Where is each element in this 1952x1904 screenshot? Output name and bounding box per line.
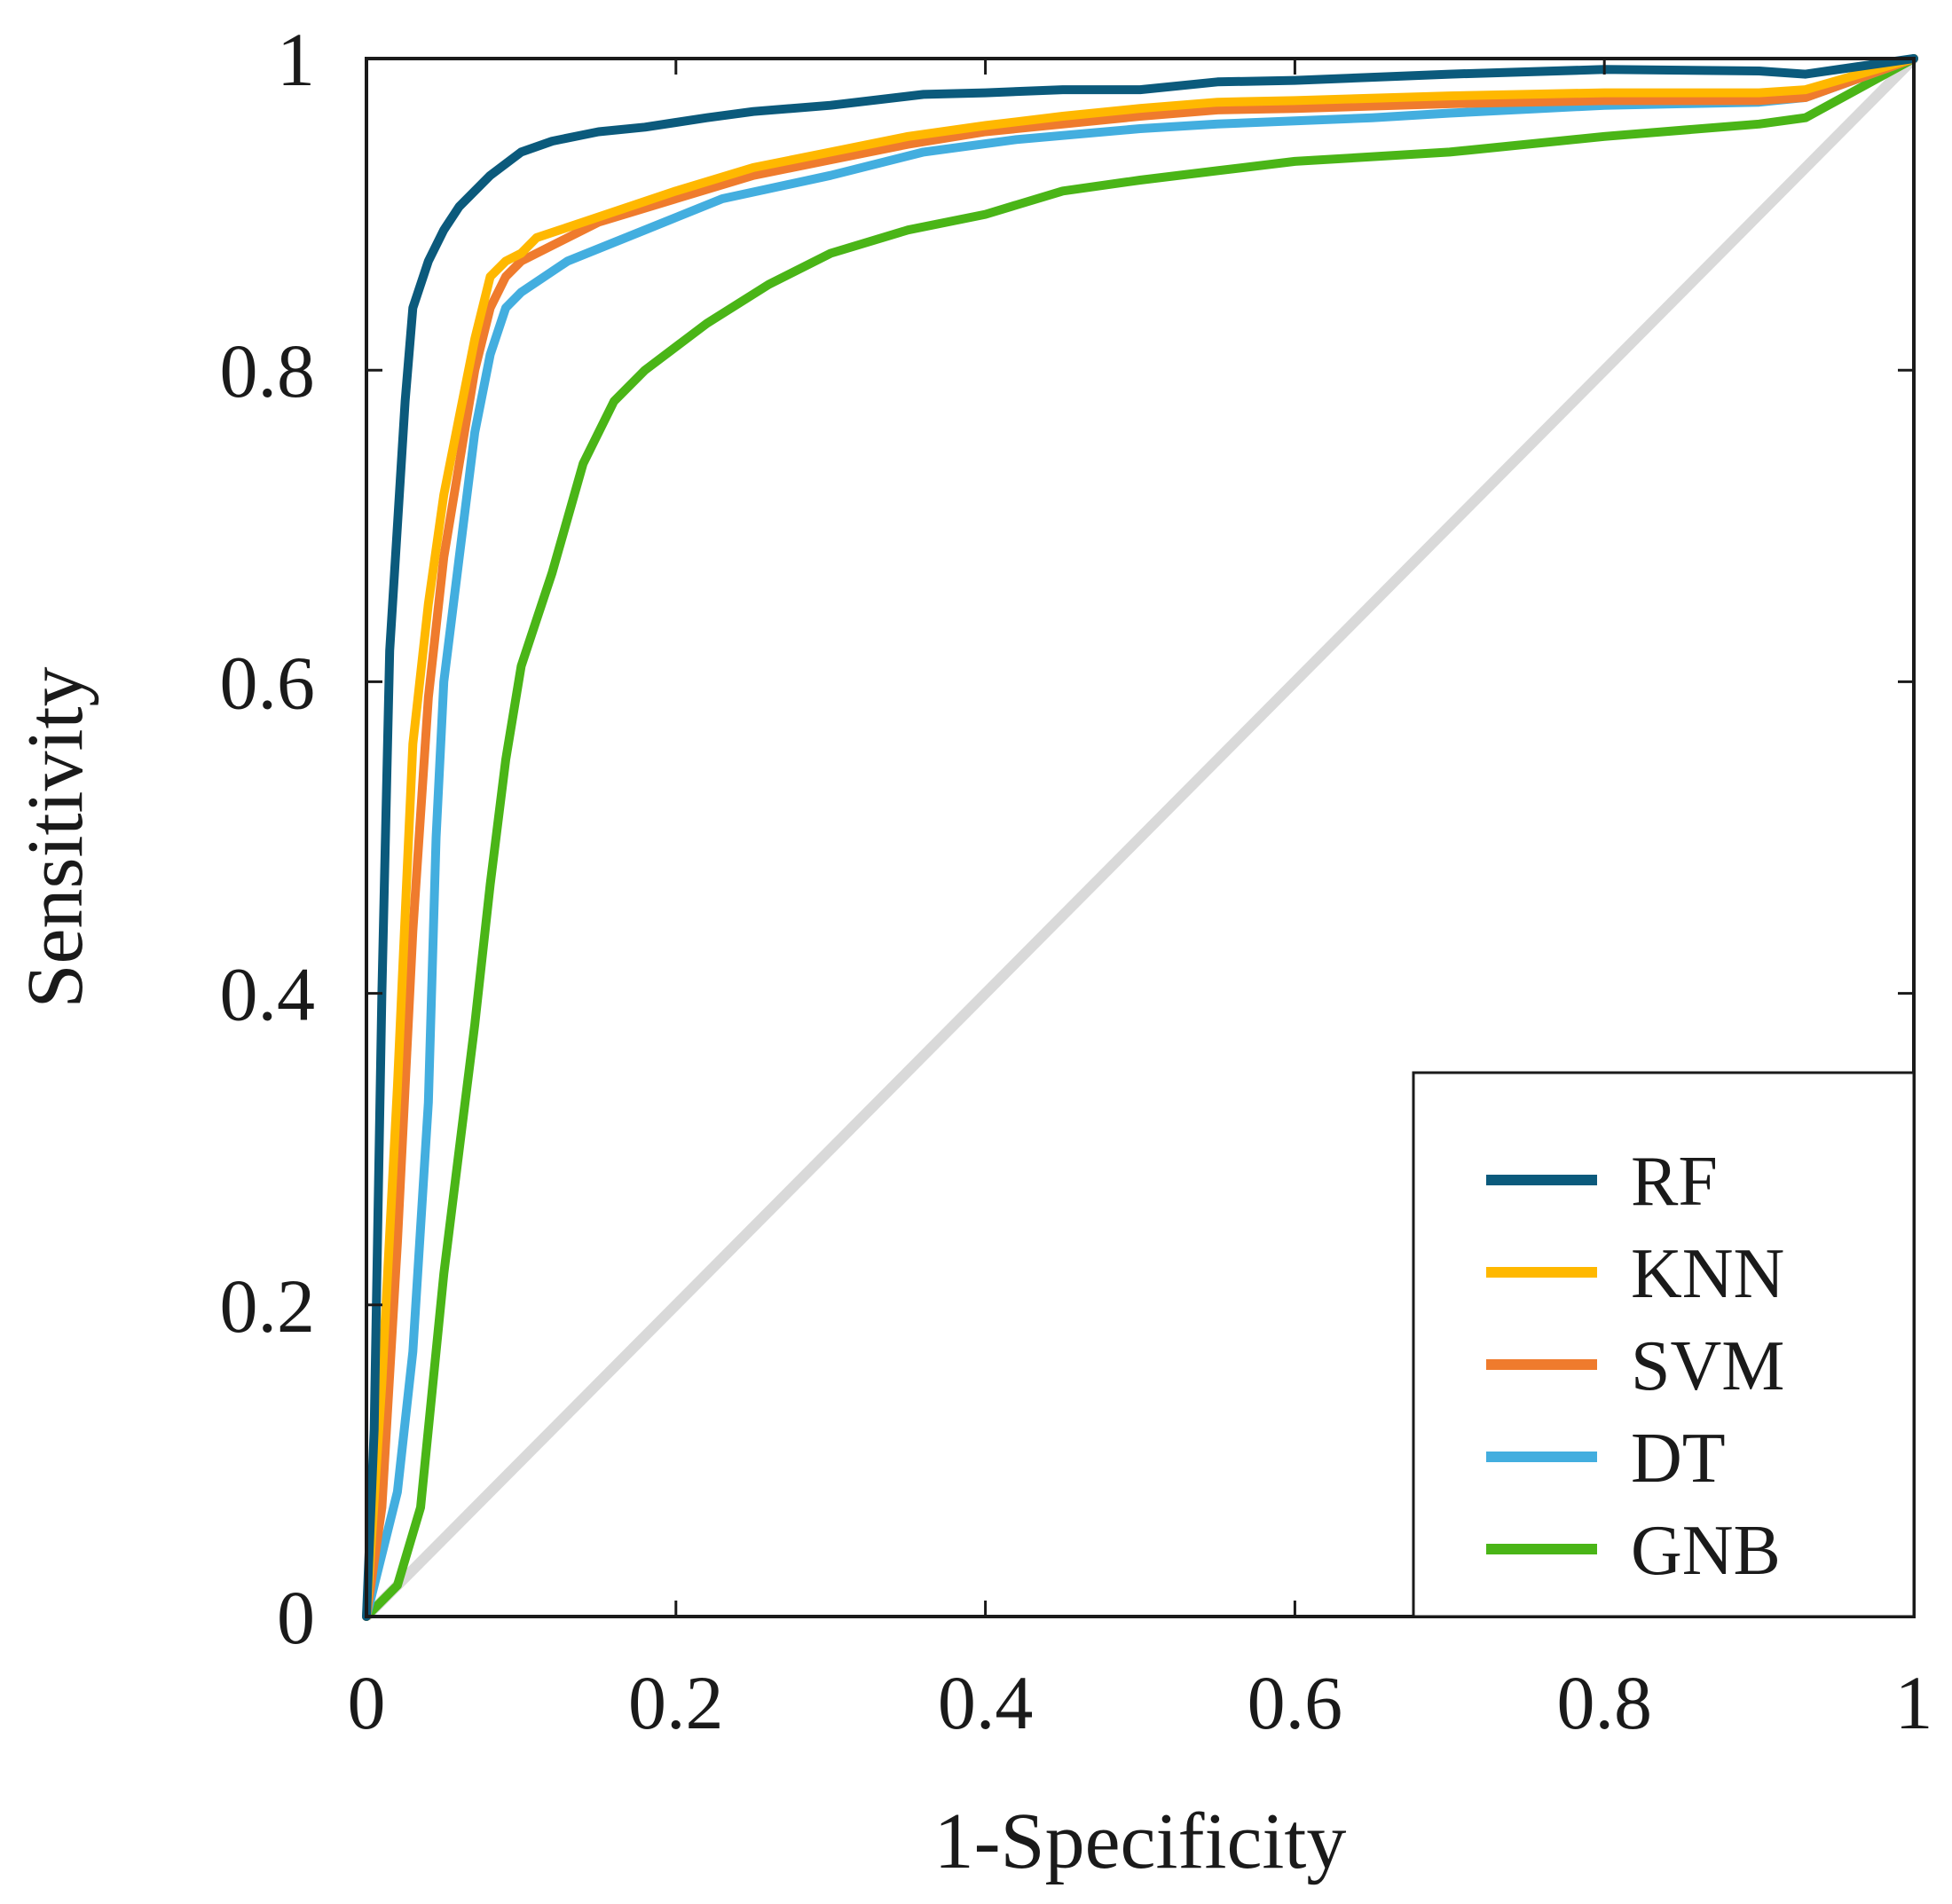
- x-tick-label: 0.4: [938, 1660, 1034, 1745]
- series-line-knn: [362, 54, 1918, 1621]
- series-line-dt: [362, 54, 1918, 1621]
- legend-label-gnb: GNB: [1631, 1512, 1781, 1590]
- y-tick-label: 0.8: [220, 328, 316, 413]
- y-tick-label: 0.6: [220, 640, 316, 725]
- reference-diagonal-line: [362, 54, 1918, 1621]
- legend-label-dt: DT: [1631, 1420, 1726, 1498]
- y-tick-label: 1: [277, 17, 315, 102]
- plot-frame: [365, 57, 1916, 1618]
- y-tick-label: 0.4: [220, 952, 316, 1037]
- legend-label-knn: KNN: [1631, 1235, 1784, 1313]
- series-line-rf: [362, 54, 1918, 1621]
- x-tick-label: 0: [348, 1660, 386, 1745]
- legend-label-rf: RF: [1631, 1143, 1718, 1221]
- x-tick-label: 0.6: [1248, 1660, 1343, 1745]
- ticks-layer: 0 0.2 0.4 0.6 0.8 1 0 0.2 0.4 0.6 0.8 1: [220, 17, 1933, 1745]
- x-axis-label: 1-Specificity: [934, 1798, 1347, 1885]
- series-layer: [362, 54, 1918, 1621]
- x-tick-label: 0.2: [628, 1660, 724, 1745]
- y-tick-label: 0: [277, 1575, 315, 1660]
- x-tick-label: 1: [1895, 1660, 1933, 1745]
- y-tick-label: 0.2: [220, 1263, 316, 1349]
- reference-layer: [362, 54, 1918, 1621]
- x-tick-label: 0.8: [1556, 1660, 1652, 1745]
- legend-box: [1412, 1071, 1916, 1618]
- y-axis-label: Sensitivity: [12, 666, 99, 1008]
- legend-label-svm: SVM: [1631, 1327, 1784, 1405]
- series-line-gnb: [362, 54, 1918, 1621]
- series-line-svm: [362, 54, 1918, 1621]
- legend: RF KNN SVM DT GNB: [1412, 1071, 1916, 1618]
